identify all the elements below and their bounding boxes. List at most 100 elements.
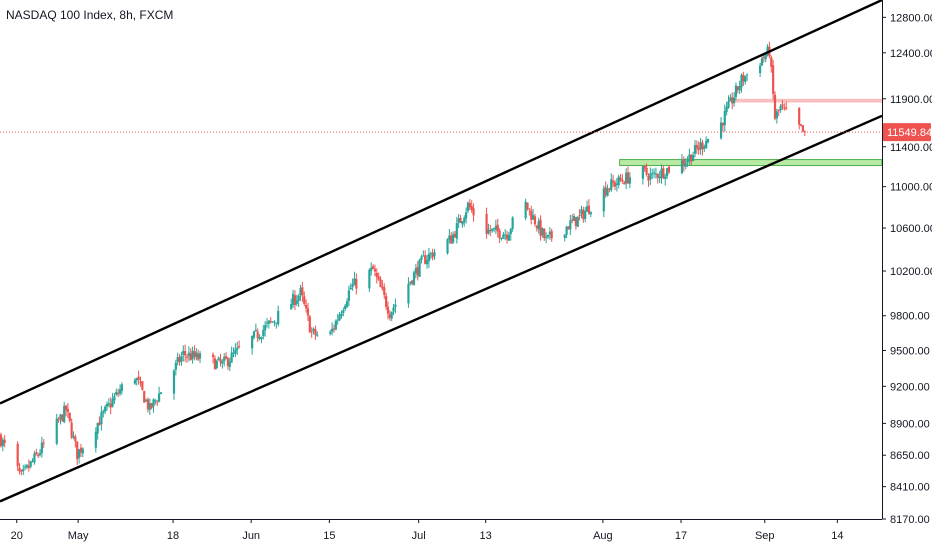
candle[interactable] xyxy=(504,229,507,241)
candle[interactable] xyxy=(217,356,220,361)
candle[interactable] xyxy=(178,354,181,366)
candle[interactable] xyxy=(433,249,436,260)
candle[interactable] xyxy=(574,217,578,230)
candle[interactable] xyxy=(303,291,306,307)
candle[interactable] xyxy=(693,140,697,158)
resistance-zone[interactable] xyxy=(731,98,882,103)
candle[interactable] xyxy=(211,352,215,364)
candle[interactable] xyxy=(269,317,272,324)
candle[interactable] xyxy=(719,116,723,140)
candle[interactable] xyxy=(120,382,123,395)
candle[interactable] xyxy=(587,199,591,215)
candle[interactable] xyxy=(610,173,613,192)
candle[interactable] xyxy=(310,327,313,338)
candle[interactable] xyxy=(706,138,710,144)
candle[interactable] xyxy=(143,390,146,403)
candle[interactable] xyxy=(236,341,239,355)
candle[interactable] xyxy=(230,346,233,363)
candle[interactable] xyxy=(660,164,663,184)
candle[interactable] xyxy=(543,228,546,241)
candle[interactable] xyxy=(431,248,434,261)
candle[interactable] xyxy=(185,354,189,363)
candle[interactable] xyxy=(697,141,700,155)
candle[interactable] xyxy=(584,206,587,223)
candle[interactable] xyxy=(290,298,293,310)
candle[interactable] xyxy=(102,409,105,418)
candle[interactable] xyxy=(703,144,706,153)
candle[interactable] xyxy=(304,299,308,313)
candle[interactable] xyxy=(459,214,462,224)
candle[interactable] xyxy=(526,202,529,211)
candle[interactable] xyxy=(615,178,618,192)
candle[interactable] xyxy=(297,293,300,307)
candle[interactable] xyxy=(690,154,693,165)
candle[interactable] xyxy=(258,334,261,341)
candle[interactable] xyxy=(228,357,231,372)
candle[interactable] xyxy=(500,237,503,241)
candle[interactable] xyxy=(344,303,347,312)
candle[interactable] xyxy=(582,206,585,223)
candle[interactable] xyxy=(27,459,30,472)
candle[interactable] xyxy=(665,167,669,180)
candle[interactable] xyxy=(652,168,656,179)
candle[interactable] xyxy=(377,272,380,281)
candle[interactable] xyxy=(74,434,77,448)
candle[interactable] xyxy=(133,378,137,386)
candle[interactable] xyxy=(375,268,378,284)
candle[interactable] xyxy=(742,71,745,86)
candle[interactable] xyxy=(40,436,43,458)
candle[interactable] xyxy=(424,250,427,265)
candle[interactable] xyxy=(68,412,71,423)
candle[interactable] xyxy=(723,104,726,132)
candle[interactable] xyxy=(386,301,390,320)
candle[interactable] xyxy=(731,92,734,110)
candle[interactable] xyxy=(219,353,222,367)
candle[interactable] xyxy=(539,215,542,241)
candle[interactable] xyxy=(291,289,295,308)
candle[interactable] xyxy=(422,250,425,257)
candle[interactable] xyxy=(117,388,120,398)
candle[interactable] xyxy=(580,205,583,219)
candle[interactable] xyxy=(38,449,42,457)
candle[interactable] xyxy=(0,432,3,448)
candle[interactable] xyxy=(641,165,644,185)
candle[interactable] xyxy=(409,281,412,286)
candle[interactable] xyxy=(264,321,267,337)
candle[interactable] xyxy=(565,225,568,239)
candle[interactable] xyxy=(277,305,280,327)
candle[interactable] xyxy=(425,254,429,269)
candle[interactable] xyxy=(295,294,298,307)
candle[interactable] xyxy=(306,302,310,322)
candle[interactable] xyxy=(699,137,702,155)
candle[interactable] xyxy=(107,398,110,408)
candle[interactable] xyxy=(606,184,609,197)
candle[interactable] xyxy=(20,469,23,476)
candle[interactable] xyxy=(385,292,388,310)
candle[interactable] xyxy=(156,399,159,407)
candle[interactable] xyxy=(265,317,269,328)
candle[interactable] xyxy=(578,208,581,221)
candle[interactable] xyxy=(420,254,423,264)
candle[interactable] xyxy=(24,464,27,471)
candle[interactable] xyxy=(721,122,725,132)
candle[interactable] xyxy=(511,216,514,232)
candle[interactable] xyxy=(141,380,144,391)
candle[interactable] xyxy=(105,401,109,411)
candle[interactable] xyxy=(623,180,626,185)
candle[interactable] xyxy=(109,397,112,415)
candle[interactable] xyxy=(783,103,786,111)
candle[interactable] xyxy=(524,198,527,221)
candle[interactable] xyxy=(541,227,544,238)
candle[interactable] xyxy=(98,416,101,426)
lower-channel-line[interactable] xyxy=(0,114,883,503)
candle[interactable] xyxy=(63,401,66,424)
candle[interactable] xyxy=(154,398,157,405)
candle[interactable] xyxy=(465,207,468,224)
support-zone[interactable] xyxy=(619,159,883,167)
candle[interactable] xyxy=(340,310,343,319)
candle[interactable] xyxy=(463,215,466,227)
candle[interactable] xyxy=(485,207,488,239)
candle[interactable] xyxy=(232,347,235,358)
candle[interactable] xyxy=(760,54,764,66)
candle[interactable] xyxy=(654,167,658,179)
